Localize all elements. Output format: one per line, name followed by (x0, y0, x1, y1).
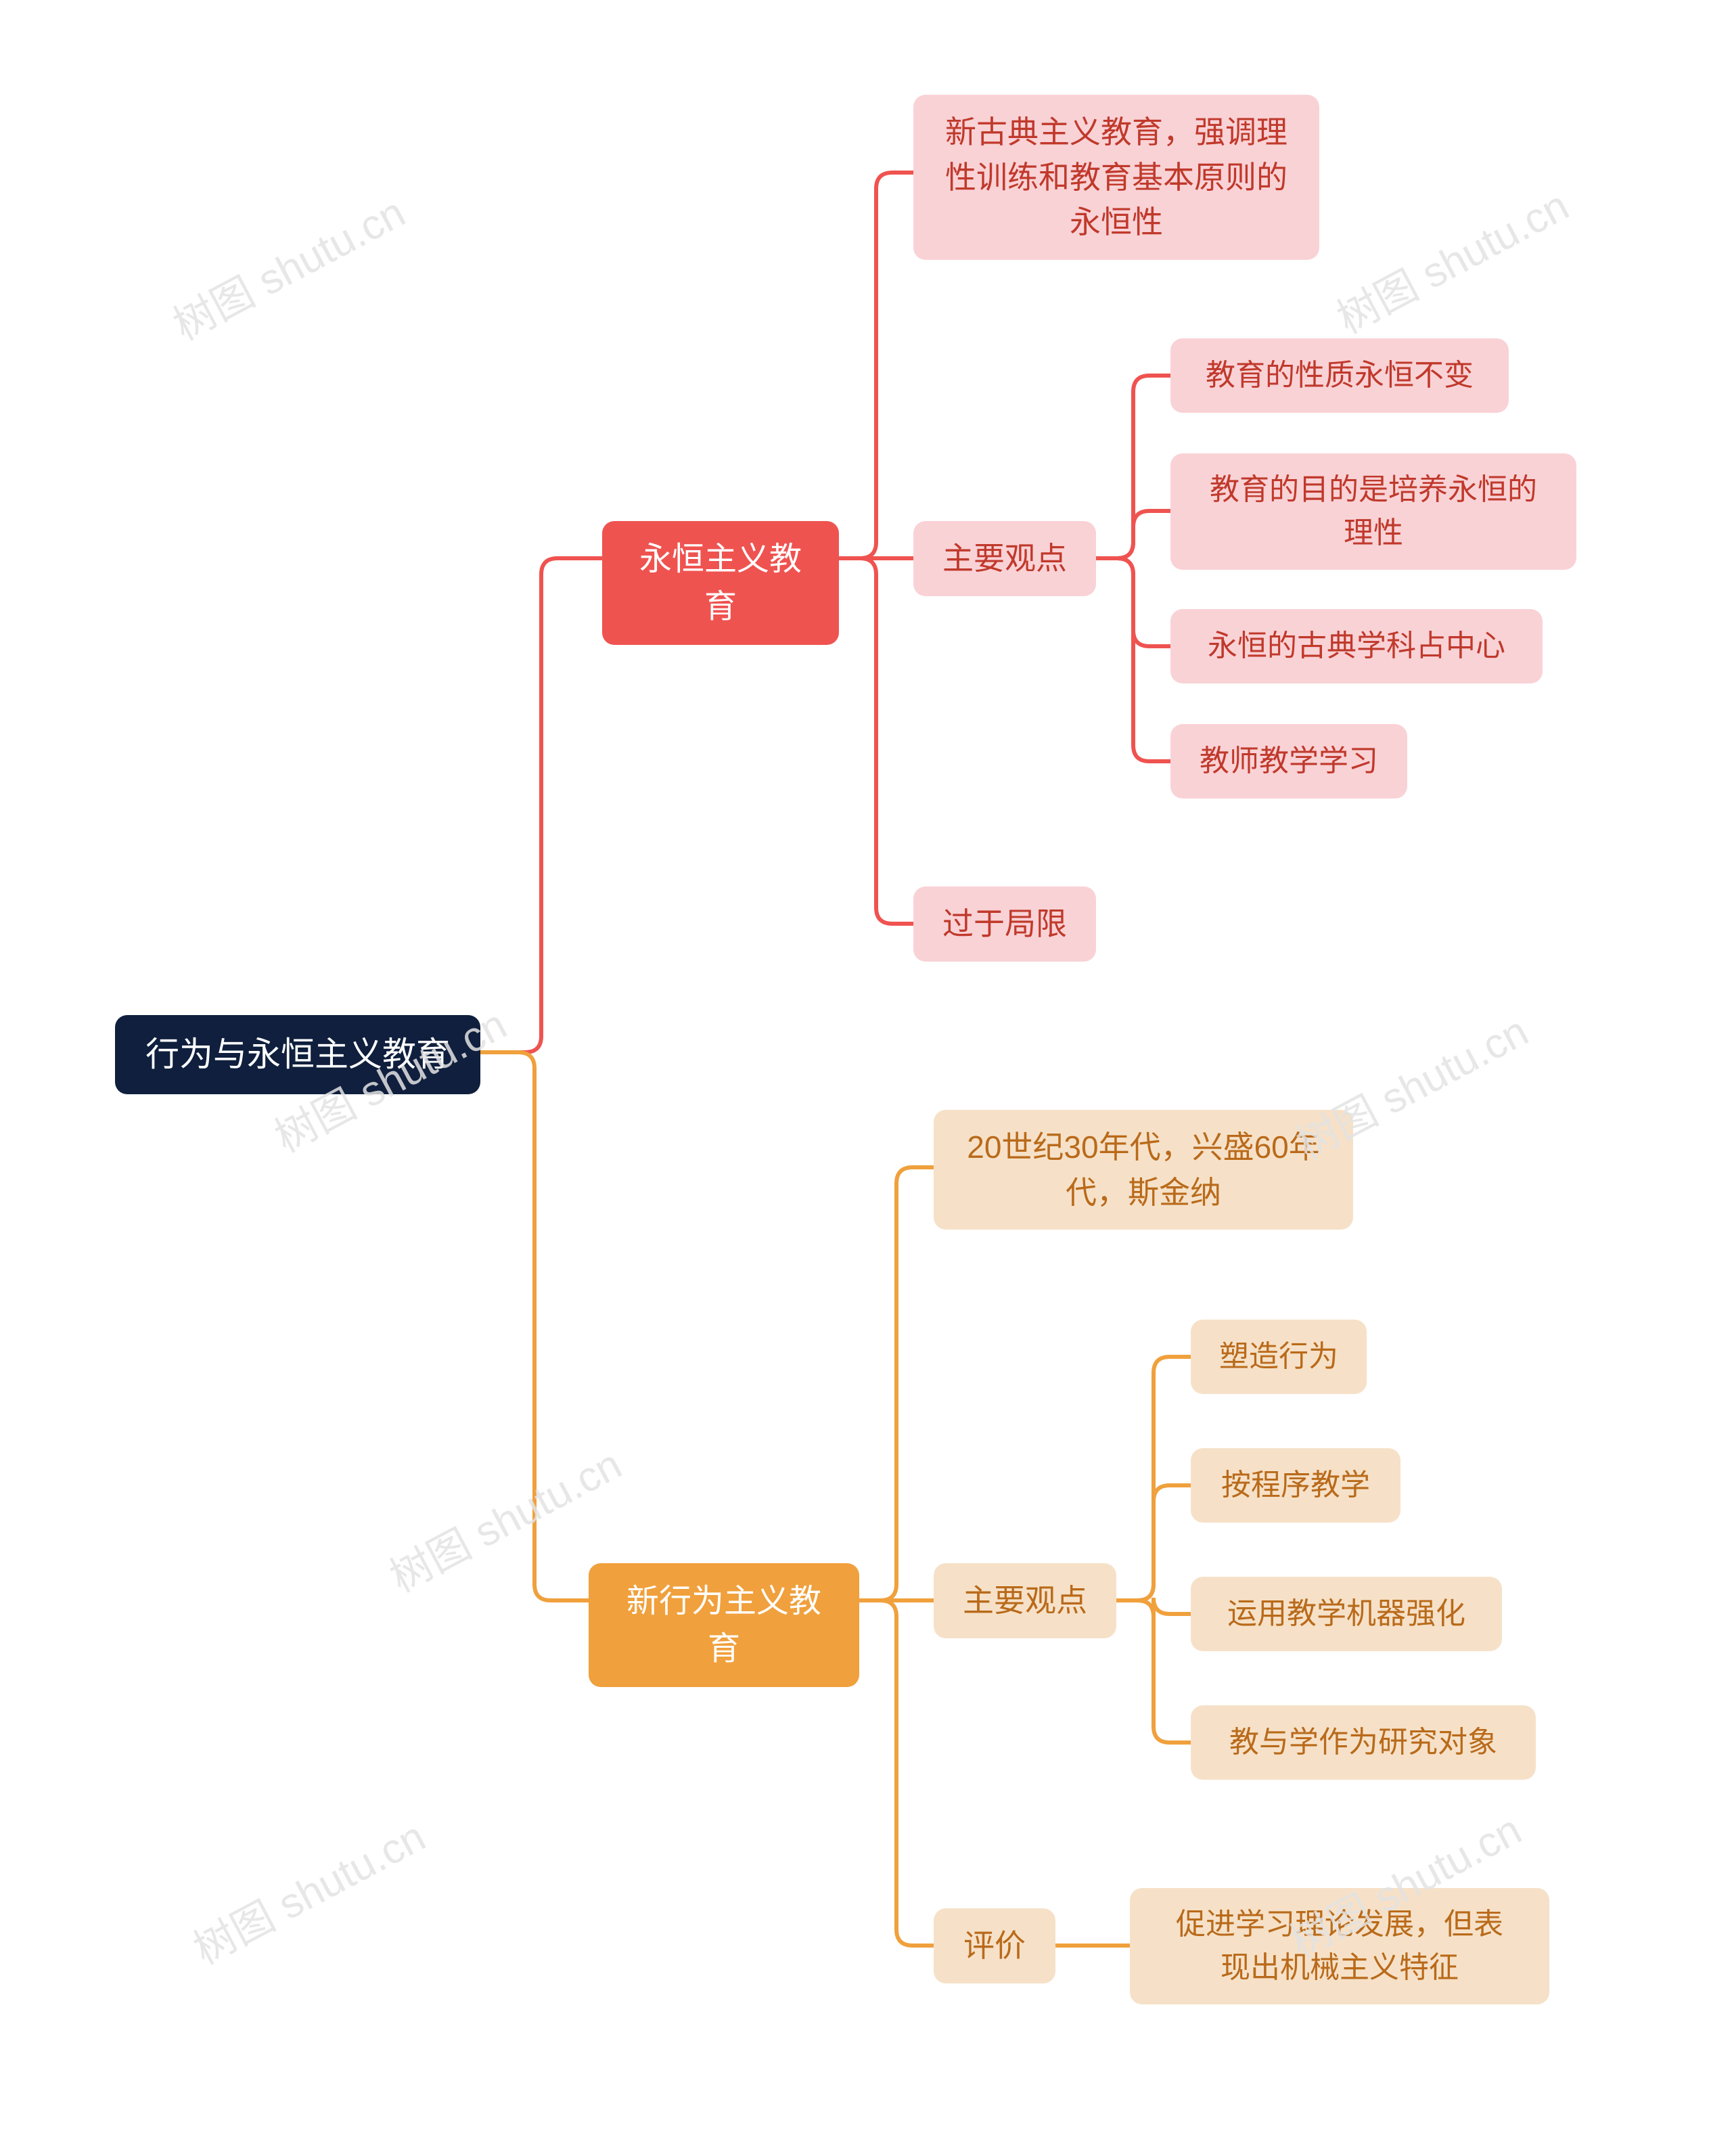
node-b2c2c[interactable]: 运用教学机器强化 (1191, 1577, 1502, 1651)
node-b1c3[interactable]: 过于局限 (913, 886, 1096, 962)
node-b1c2c[interactable]: 永恒的古典学科占中心 (1170, 609, 1543, 683)
node-b1c2b[interactable]: 教育的目的是培养永恒的 理性 (1170, 453, 1576, 570)
watermark: 树图 shutu.cn (1325, 172, 1578, 345)
watermark: 树图 shutu.cn (161, 179, 414, 352)
node-b2c2a[interactable]: 塑造行为 (1191, 1320, 1367, 1394)
mindmap-root[interactable]: 行为与永恒主义教育 (115, 1015, 480, 1094)
node-b1c2a[interactable]: 教育的性质永恒不变 (1170, 338, 1509, 413)
node-b2c1[interactable]: 20世纪30年代，兴盛60年 代，斯金纳 (934, 1110, 1353, 1230)
node-b2c2[interactable]: 主要观点 (934, 1563, 1116, 1638)
node-b2c3a[interactable]: 促进学习理论发展，但表 现出机械主义特征 (1130, 1888, 1549, 2004)
node-b2c2d[interactable]: 教与学作为研究对象 (1191, 1705, 1536, 1780)
branch-b2[interactable]: 新行为主义教育 (589, 1563, 859, 1687)
node-b2c2b[interactable]: 按程序教学 (1191, 1448, 1400, 1523)
node-b1c1[interactable]: 新古典主义教育，强调理 性训练和教育基本原则的 永恒性 (913, 95, 1319, 260)
watermark: 树图 shutu.cn (181, 1803, 434, 1976)
node-b2c3[interactable]: 评价 (934, 1908, 1055, 1983)
node-b1c2[interactable]: 主要观点 (913, 521, 1096, 596)
node-b1c2d[interactable]: 教师教学学习 (1170, 724, 1407, 799)
branch-b1[interactable]: 永恒主义教育 (602, 521, 839, 645)
